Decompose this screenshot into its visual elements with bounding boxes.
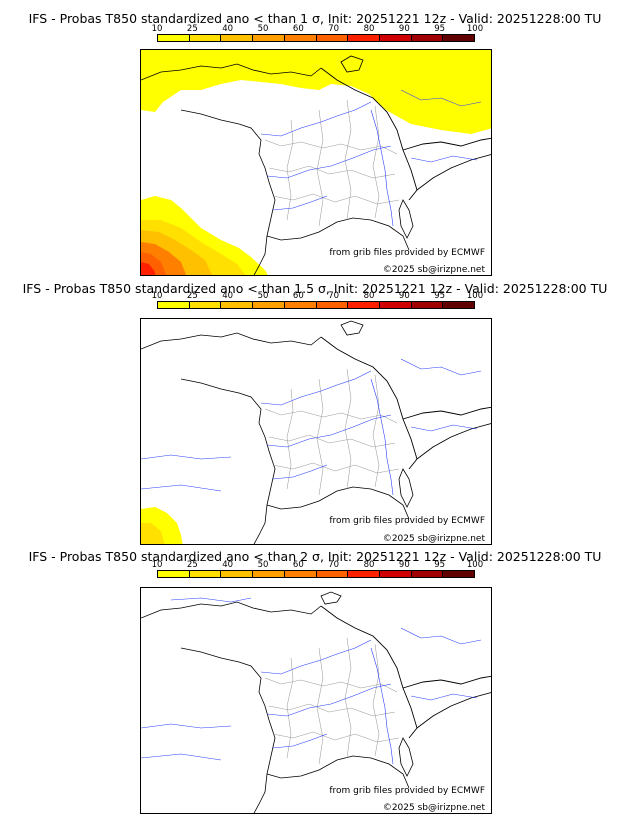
scale-tick-label: 100: [466, 560, 484, 570]
probability-map-3: from grib files provided by ECMWF ©2025 …: [140, 587, 492, 814]
scale-color-segment: [253, 571, 285, 577]
probability-map-1: from grib files provided by ECMWF ©2025 …: [140, 49, 492, 276]
scale-tick-label: 50: [257, 560, 269, 570]
scale-bar: [157, 301, 475, 309]
scale-tick-label: 80: [363, 560, 375, 570]
map-linework: [141, 55, 491, 275]
scale-color-segment: [348, 571, 380, 577]
scale-tick-label: 70: [328, 560, 340, 570]
scale-tick-label: 10: [151, 560, 163, 570]
scale-tick-label: 50: [257, 24, 269, 34]
probability-color-scale-3: 10 25 40 50 60 70 80 90 95 100: [152, 560, 484, 580]
scale-tick-label: 80: [363, 291, 375, 301]
scale-tick-label: 50: [257, 291, 269, 301]
map-linework: [141, 320, 491, 544]
scale-color-segment: [189, 302, 222, 308]
scale-bar: [157, 570, 475, 578]
map-copyright-text: ©2025 sb@irizpne.net: [383, 534, 486, 544]
probability-color-scale-2: 10 25 40 50 60 70 80 90 95 100: [152, 291, 484, 311]
probability-map-2: from grib files provided by ECMWF ©2025 …: [140, 318, 492, 545]
map-linework: [141, 591, 491, 813]
scale-color-segment: [189, 35, 222, 41]
scale-color-segment: [189, 571, 222, 577]
scale-bar: [157, 34, 475, 42]
scale-tick-label: 25: [186, 24, 198, 34]
map-title-2: IFS - Probas T850 standardized ano < tha…: [22, 281, 608, 296]
scale-tick-label: 95: [434, 560, 446, 570]
scale-tick-label: 40: [222, 24, 234, 34]
scale-ticks: 10 25 40 50 60 70 80 90 95 100: [152, 24, 484, 34]
map-credit-text: from grib files provided by ECMWF: [329, 248, 485, 258]
scale-color-segment: [443, 571, 475, 577]
scale-color-segment: [348, 302, 380, 308]
scale-tick-label: 90: [398, 291, 410, 301]
scale-ticks: 10 25 40 50 60 70 80 90 95 100: [152, 291, 484, 301]
scale-tick-label: 10: [151, 291, 163, 301]
scale-tick-label: 95: [434, 291, 446, 301]
scale-tick-label: 25: [186, 291, 198, 301]
map-title-1: IFS - Probas T850 standardized ano < tha…: [28, 11, 602, 26]
scale-color-segment: [443, 35, 475, 41]
scale-tick-label: 10: [151, 24, 163, 34]
scale-tick-label: 40: [222, 291, 234, 301]
scale-color-segment: [411, 302, 444, 308]
map-canvas: from grib files provided by ECMWF ©2025 …: [141, 320, 491, 544]
probability-color-scale-1: 10 25 40 50 60 70 80 90 95 100: [152, 24, 484, 44]
scale-tick-label: 60: [292, 291, 304, 301]
scale-color-segment: [348, 35, 380, 41]
scale-color-segment: [379, 35, 412, 41]
scale-ticks: 10 25 40 50 60 70 80 90 95 100: [152, 560, 484, 570]
scale-tick-label: 40: [222, 560, 234, 570]
scale-color-segment: [158, 35, 190, 41]
scale-tick-label: 90: [398, 560, 410, 570]
prob-area-southwest-80: [141, 262, 155, 275]
map-copyright-text: ©2025 sb@irizpne.net: [383, 803, 486, 813]
scale-color-segment: [158, 571, 190, 577]
map-copyright-text: ©2025 sb@irizpne.net: [383, 265, 486, 275]
scale-tick-label: 95: [434, 24, 446, 34]
scale-color-segment: [443, 302, 475, 308]
scale-color-segment: [411, 35, 444, 41]
scale-color-segment: [284, 35, 317, 41]
prob-area-southwest-25: [141, 523, 165, 544]
scale-color-segment: [316, 302, 349, 308]
map-canvas: from grib files provided by ECMWF ©2025 …: [141, 50, 491, 275]
scale-color-segment: [411, 571, 444, 577]
scale-color-segment: [316, 571, 349, 577]
scale-color-segment: [316, 35, 349, 41]
scale-tick-label: 60: [292, 560, 304, 570]
scale-color-segment: [379, 571, 412, 577]
map-title-3: IFS - Probas T850 standardized ano < tha…: [28, 549, 602, 564]
scale-color-segment: [379, 302, 412, 308]
scale-color-segment: [221, 571, 254, 577]
scale-tick-label: 70: [328, 291, 340, 301]
scale-color-segment: [284, 302, 317, 308]
map-credit-text: from grib files provided by ECMWF: [329, 516, 485, 526]
scale-tick-label: 80: [363, 24, 375, 34]
prob-area-north: [141, 50, 491, 134]
scale-tick-label: 100: [466, 291, 484, 301]
scale-color-segment: [284, 571, 317, 577]
scale-color-segment: [221, 35, 254, 41]
scale-tick-label: 70: [328, 24, 340, 34]
scale-tick-label: 90: [398, 24, 410, 34]
scale-color-segment: [158, 302, 190, 308]
scale-color-segment: [221, 302, 254, 308]
map-canvas: from grib files provided by ECMWF ©2025 …: [141, 591, 491, 813]
scale-tick-label: 100: [466, 24, 484, 34]
scale-tick-label: 25: [186, 560, 198, 570]
scale-color-segment: [253, 302, 285, 308]
scale-tick-label: 60: [292, 24, 304, 34]
scale-color-segment: [253, 35, 285, 41]
map-credit-text: from grib files provided by ECMWF: [329, 786, 485, 796]
